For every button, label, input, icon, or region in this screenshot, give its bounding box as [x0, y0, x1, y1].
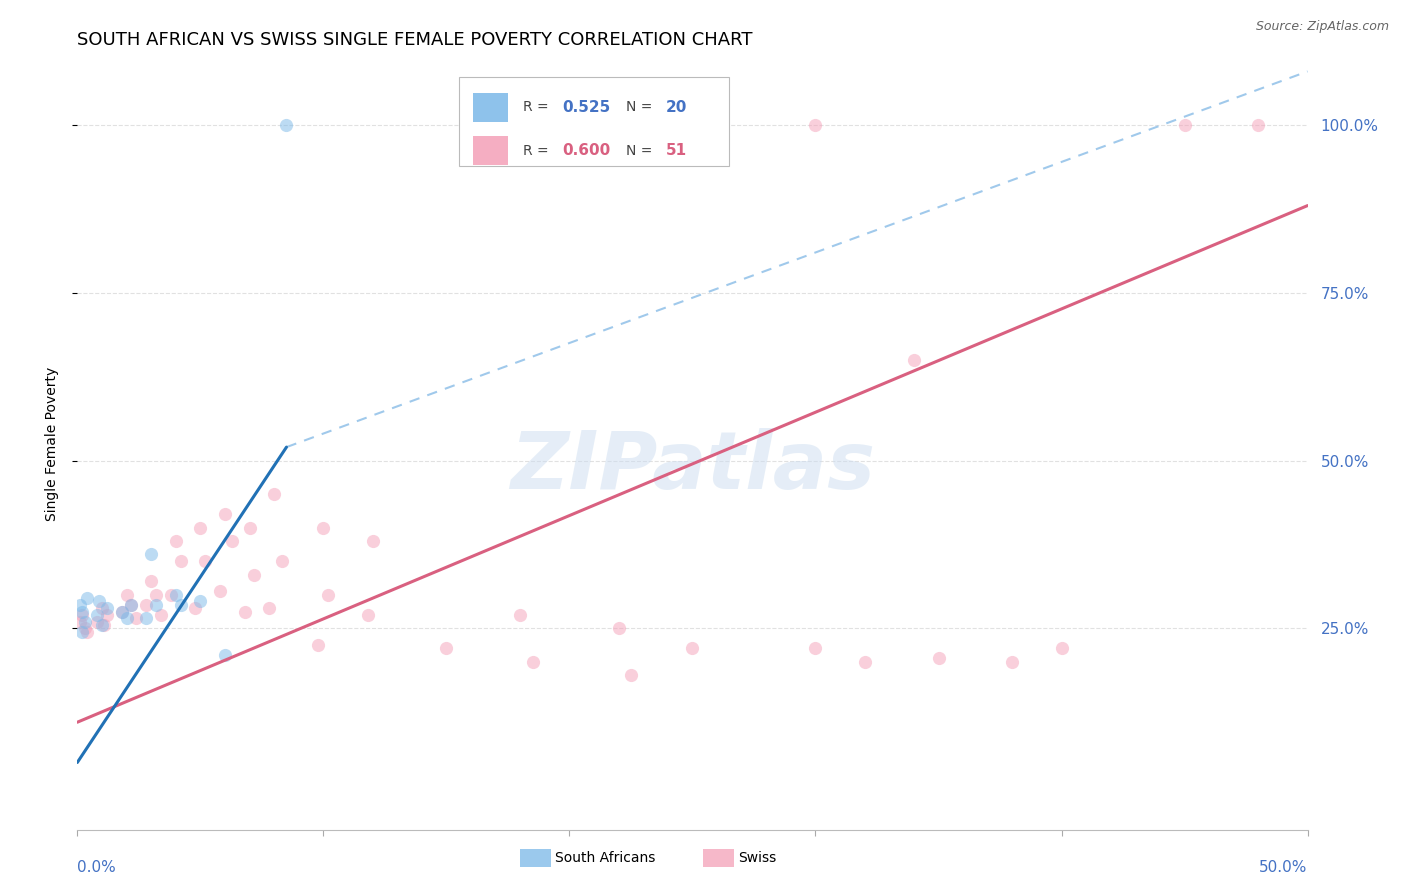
Point [1050, 641, 1073, 656]
FancyBboxPatch shape [458, 78, 730, 166]
Point [620, 668, 643, 682]
Point [69, 598, 91, 612]
Text: ZIPatlas: ZIPatlas [510, 428, 875, 506]
Point [145, 588, 167, 602]
Point [308, 638, 330, 652]
Point [115, 588, 138, 602]
Point [276, 118, 298, 132]
Point [607, 621, 630, 635]
Point [150, 607, 173, 622]
Point [76, 624, 98, 639]
Point [509, 607, 531, 622]
Point [357, 607, 380, 622]
Text: Swiss: Swiss [738, 851, 776, 865]
Point [170, 598, 193, 612]
Point [76, 591, 98, 605]
Point [804, 641, 827, 656]
Point [259, 601, 281, 615]
Point [221, 534, 243, 549]
Text: N =: N = [626, 101, 657, 114]
Point [121, 598, 143, 612]
Point [903, 352, 925, 367]
Point [111, 605, 132, 619]
Point [115, 611, 138, 625]
Point [121, 598, 143, 612]
Text: SOUTH AFRICAN VS SWISS SINGLE FEMALE POVERTY CORRELATION CHART: SOUTH AFRICAN VS SWISS SINGLE FEMALE POV… [77, 31, 752, 49]
Point [90, 618, 114, 632]
Point [69, 615, 91, 629]
Point [214, 648, 236, 662]
Point [93, 618, 115, 632]
Point [135, 611, 157, 625]
Point [682, 641, 704, 656]
Point [73, 621, 96, 635]
Point [86, 607, 108, 622]
Point [188, 594, 212, 608]
Text: R =: R = [523, 101, 553, 114]
Point [214, 507, 236, 521]
Point [1247, 118, 1270, 132]
Point [165, 588, 187, 602]
Text: South Africans: South Africans [555, 851, 655, 865]
Point [239, 521, 262, 535]
Point [73, 615, 96, 629]
Bar [474, 93, 508, 122]
Point [70, 605, 93, 619]
Point [111, 605, 132, 619]
Text: R =: R = [523, 144, 553, 158]
Point [1001, 655, 1024, 669]
Point [312, 521, 335, 535]
Point [188, 521, 212, 535]
Point [436, 641, 458, 656]
Point [96, 607, 118, 622]
Point [263, 487, 285, 501]
Text: 50.0%: 50.0% [1260, 860, 1308, 875]
Point [135, 598, 157, 612]
Text: 0.525: 0.525 [562, 100, 610, 115]
Point [318, 588, 340, 602]
Point [160, 588, 183, 602]
Point [361, 534, 384, 549]
Text: N =: N = [626, 144, 657, 158]
Point [194, 554, 217, 568]
Text: 20: 20 [665, 100, 686, 115]
Point [853, 655, 876, 669]
Point [145, 598, 167, 612]
Point [70, 624, 93, 639]
Point [928, 651, 950, 665]
Point [90, 601, 114, 615]
Point [804, 118, 827, 132]
Text: 51: 51 [665, 143, 686, 158]
Text: 0.0%: 0.0% [77, 860, 117, 875]
Point [170, 554, 193, 568]
Point [70, 607, 93, 622]
Point [89, 594, 111, 608]
Point [233, 605, 256, 619]
Y-axis label: Single Female Poverty: Single Female Poverty [45, 367, 59, 521]
Point [125, 611, 148, 625]
Text: Source: ZipAtlas.com: Source: ZipAtlas.com [1256, 20, 1389, 33]
Text: 0.600: 0.600 [562, 143, 610, 158]
Point [270, 554, 292, 568]
Point [184, 601, 207, 615]
Point [141, 548, 163, 562]
Point [522, 655, 544, 669]
Point [1174, 118, 1197, 132]
Point [141, 574, 163, 589]
Point [96, 601, 118, 615]
Point [243, 567, 266, 582]
Point [165, 534, 187, 549]
Point [86, 615, 108, 629]
Bar [474, 136, 508, 165]
Point [209, 584, 232, 599]
